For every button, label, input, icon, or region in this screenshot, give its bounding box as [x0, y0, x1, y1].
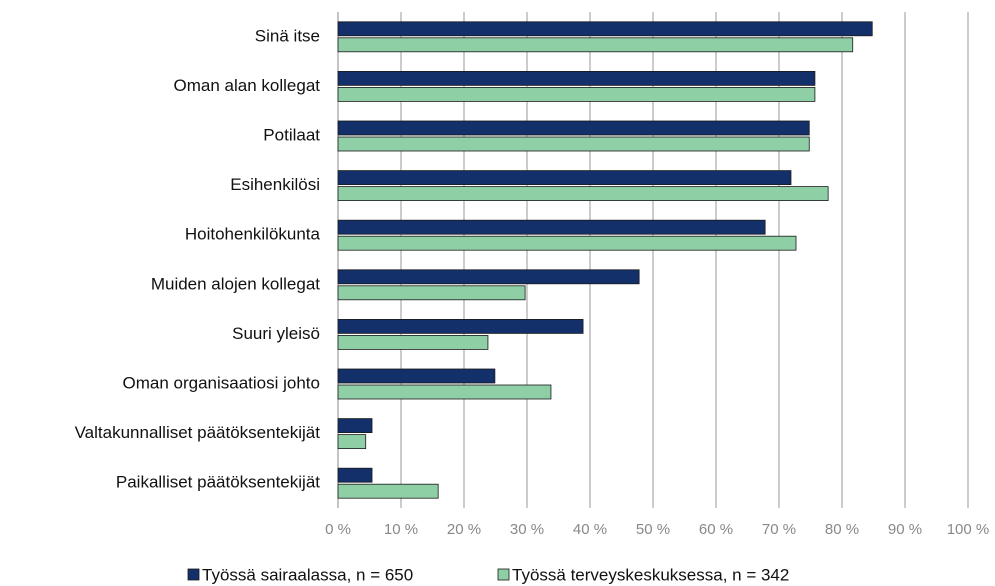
bar: [337, 285, 526, 301]
x-tick-label: 20 %: [447, 521, 481, 538]
category-label: Paikalliset päätöksentekijät: [116, 473, 320, 492]
legend-label: Työssä sairaalassa, n = 650: [202, 565, 413, 584]
bar: [337, 434, 367, 450]
category-label: Valtakunnalliset päätöksentekijät: [75, 423, 321, 442]
bar: [337, 384, 552, 400]
category-label: Suuri yleisö: [232, 324, 320, 343]
bar: [337, 186, 829, 202]
bar: [337, 483, 439, 499]
bar: [337, 368, 496, 384]
legend-swatch: [187, 568, 200, 581]
category-label: Potilaat: [263, 125, 320, 144]
legend-swatch: [497, 568, 510, 581]
bar: [337, 334, 489, 350]
bar: [337, 71, 816, 86]
bar: [337, 87, 816, 102]
bar: [337, 418, 373, 434]
category-label: Esihenkilösi: [230, 175, 320, 194]
x-tick-label: 10 %: [384, 521, 418, 538]
x-tick-label: 30 %: [510, 521, 544, 538]
x-tick-label: 40 %: [573, 521, 607, 538]
x-tick-label: 0 %: [325, 521, 351, 538]
category-label: Muiden alojen kollegat: [151, 274, 320, 293]
x-tick-label: 80 %: [825, 521, 859, 538]
x-tick-label: 70 %: [762, 521, 796, 538]
x-tick-label: 60 %: [699, 521, 733, 538]
x-tick-label: 100 %: [947, 521, 990, 538]
bar: [337, 37, 854, 53]
x-tick-label: 50 %: [636, 521, 670, 538]
bar: [337, 120, 810, 136]
bar: [337, 136, 810, 152]
bar: [337, 269, 640, 285]
category-label: Oman alan kollegat: [174, 76, 321, 95]
x-tick-label: 90 %: [888, 521, 922, 538]
category-label: Oman organisaatiosi johto: [122, 373, 320, 392]
bar: [337, 467, 373, 483]
bar: [337, 318, 584, 334]
bar: [337, 235, 797, 251]
category-label: Hoitohenkilökunta: [185, 225, 321, 244]
bar: [337, 170, 792, 186]
bar: [337, 21, 873, 37]
category-label: Sinä itse: [255, 26, 320, 45]
legend-label: Työssä terveyskeskuksessa, n = 342: [512, 565, 789, 584]
bar: [337, 219, 766, 235]
